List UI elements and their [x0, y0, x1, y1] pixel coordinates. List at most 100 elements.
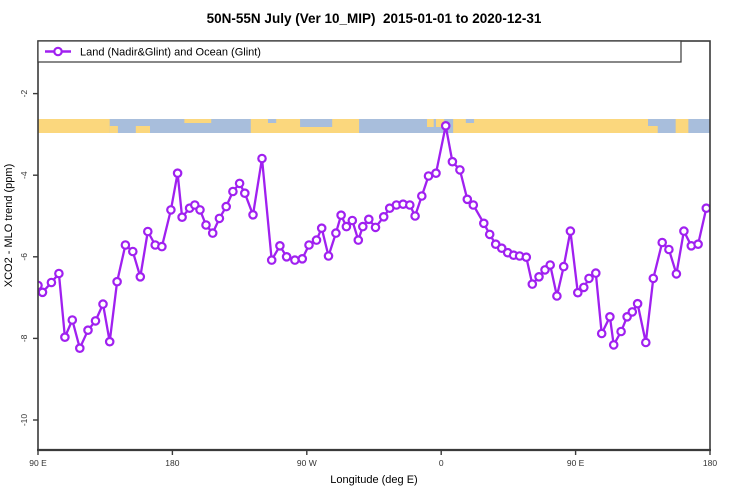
- plot-border: [37, 40, 711, 451]
- data-point: [336, 210, 346, 221]
- data-point: [353, 235, 364, 245]
- data-point: [281, 251, 292, 262]
- strip-land-segment: [135, 126, 150, 133]
- x-tick-label: 90 E: [567, 458, 585, 468]
- data-point: [207, 228, 218, 238]
- data-point: [120, 240, 131, 250]
- data-point: [228, 186, 238, 197]
- data-point: [157, 241, 167, 252]
- data-point: [248, 210, 258, 220]
- data-point: [104, 336, 115, 347]
- data-point: [83, 325, 93, 336]
- data-point: [462, 194, 473, 205]
- legend-sample-marker: [53, 46, 63, 57]
- strip-ocean-segment: [267, 119, 277, 123]
- data-point: [616, 326, 626, 337]
- y-tick-label: -10: [19, 414, 29, 427]
- data-point: [266, 255, 277, 265]
- x-tick-label: 180: [165, 458, 179, 468]
- data-point: [648, 273, 659, 284]
- data-point: [67, 315, 78, 325]
- data-point: [347, 215, 358, 226]
- data-point: [143, 226, 153, 237]
- data-point: [370, 222, 381, 233]
- data-point: [440, 121, 451, 131]
- strip-land-segment: [648, 126, 658, 133]
- data-point: [290, 255, 300, 265]
- y-tick-label: -4: [19, 171, 29, 179]
- y-tick-label: -2: [19, 90, 29, 98]
- data-point: [693, 239, 703, 250]
- axes: 90 E 180 90 W 0 90 E 180 -2 -4 -6 -8 -10 Longitude …: [3, 90, 717, 486]
- x-tick-label: 90 W: [297, 458, 317, 468]
- data-point: [221, 201, 232, 212]
- data-point: [468, 200, 479, 210]
- data-point: [527, 279, 538, 289]
- data-point: [38, 280, 43, 291]
- data-point: [341, 221, 352, 232]
- plot-frame: [37, 40, 711, 452]
- data-point: [311, 235, 322, 245]
- strip-land-segment: [453, 119, 649, 133]
- y-tick-label: -8: [19, 334, 29, 342]
- data-point: [60, 332, 70, 343]
- data-point: [331, 228, 341, 238]
- data-point: [447, 156, 458, 167]
- data-point: [257, 153, 267, 164]
- strip-land-segment: [675, 119, 689, 133]
- data-point: [496, 243, 507, 254]
- data-point: [90, 316, 101, 326]
- strip-ocean-segment: [465, 119, 475, 123]
- data-point: [572, 287, 583, 298]
- data-point: [201, 220, 211, 230]
- data-point: [240, 188, 250, 199]
- data-point: [701, 203, 710, 213]
- chart-title: 50N-55N July (Ver 10_MIP) 2015-01-01 to …: [206, 11, 542, 26]
- strip-land-segment: [109, 126, 118, 133]
- map-strip: [38, 119, 710, 133]
- strip-land-segment: [184, 119, 212, 123]
- data-point: [46, 277, 57, 288]
- data-point: [304, 240, 314, 250]
- x-tick-label: 90 E: [29, 458, 47, 468]
- data-point: [275, 241, 285, 251]
- data-point: [431, 168, 441, 179]
- data-point: [357, 221, 368, 232]
- legend: Land (Nadir&Glint) and Ocean (Glint): [37, 40, 682, 63]
- data-point: [404, 200, 415, 210]
- data-point: [455, 165, 465, 175]
- data-point: [596, 328, 607, 339]
- data-point: [590, 268, 601, 278]
- strip-ocean-segment: [300, 119, 333, 127]
- data-series: [38, 121, 710, 354]
- data-point: [75, 343, 85, 354]
- data-point: [484, 229, 495, 240]
- strip-land-segment: [427, 119, 434, 127]
- data-point: [605, 311, 615, 322]
- data-point: [534, 271, 544, 282]
- data-point: [172, 168, 183, 179]
- data-point: [410, 211, 420, 221]
- data-point: [521, 252, 532, 263]
- x-axis-title: Longitude (deg E): [330, 474, 417, 486]
- data-point: [416, 191, 427, 201]
- data-point: [478, 218, 489, 229]
- data-point: [664, 244, 674, 255]
- data-point: [558, 261, 569, 272]
- data-point: [608, 340, 619, 350]
- data-point: [54, 268, 64, 279]
- data-point: [423, 171, 434, 181]
- legend-box: [37, 40, 682, 63]
- data-point: [166, 205, 176, 215]
- data-point: [657, 237, 668, 248]
- y-tick-label: -6: [19, 253, 29, 261]
- data-point: [578, 282, 589, 293]
- legend-entry-label: Land (Nadir&Glint) and Ocean (Glint): [80, 47, 261, 59]
- data-point: [552, 291, 562, 301]
- x-tick-label: 180: [703, 458, 717, 468]
- data-point: [363, 214, 374, 225]
- y-axis-title: XCO2 - MLO trend (ppm): [3, 164, 15, 287]
- data-point: [98, 299, 108, 309]
